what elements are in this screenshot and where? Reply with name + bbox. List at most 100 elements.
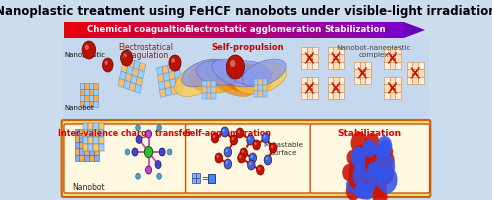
Polygon shape: [80, 95, 84, 101]
Bar: [95, 22, 98, 38]
Polygon shape: [89, 83, 93, 89]
Ellipse shape: [219, 62, 272, 94]
Bar: [112, 22, 115, 38]
Circle shape: [230, 135, 238, 145]
Circle shape: [351, 132, 368, 154]
Polygon shape: [171, 86, 177, 95]
Polygon shape: [312, 92, 318, 99]
Bar: [143, 22, 147, 38]
Text: Self-agglomeration: Self-agglomeration: [184, 129, 272, 138]
Circle shape: [361, 152, 380, 176]
Polygon shape: [93, 101, 98, 107]
Polygon shape: [202, 87, 207, 93]
Circle shape: [353, 166, 367, 185]
Bar: [285, 22, 288, 38]
Circle shape: [146, 166, 152, 174]
Circle shape: [224, 147, 232, 157]
Polygon shape: [136, 77, 143, 86]
Polygon shape: [360, 77, 365, 84]
Circle shape: [239, 155, 242, 158]
Bar: [208, 174, 215, 183]
Bar: [237, 22, 240, 38]
Polygon shape: [407, 77, 412, 84]
Polygon shape: [89, 155, 94, 161]
Circle shape: [384, 153, 395, 167]
Bar: [211, 22, 215, 38]
Bar: [186, 22, 189, 38]
Circle shape: [253, 140, 260, 150]
Bar: [367, 22, 370, 38]
Polygon shape: [211, 81, 216, 87]
Circle shape: [353, 146, 365, 161]
Polygon shape: [365, 77, 370, 84]
Bar: [118, 22, 121, 38]
Bar: [293, 22, 297, 38]
Polygon shape: [338, 62, 344, 69]
Bar: [390, 22, 393, 38]
Polygon shape: [121, 64, 128, 73]
Polygon shape: [99, 137, 104, 144]
Circle shape: [359, 179, 375, 200]
Bar: [378, 22, 382, 38]
Polygon shape: [258, 79, 263, 85]
Bar: [72, 22, 76, 38]
Bar: [373, 22, 376, 38]
Bar: [341, 22, 345, 38]
Bar: [220, 22, 223, 38]
Bar: [322, 22, 325, 38]
Polygon shape: [390, 92, 396, 99]
Circle shape: [351, 147, 366, 167]
Bar: [84, 22, 87, 38]
Bar: [248, 22, 251, 38]
Bar: [214, 22, 217, 38]
Circle shape: [356, 179, 372, 199]
Text: ✕: ✕: [306, 83, 313, 93]
Bar: [347, 22, 350, 38]
Bar: [353, 22, 356, 38]
Polygon shape: [89, 148, 94, 155]
Circle shape: [377, 162, 394, 185]
Circle shape: [171, 58, 175, 63]
Polygon shape: [93, 144, 99, 151]
Bar: [256, 22, 260, 38]
Bar: [279, 22, 282, 38]
Circle shape: [132, 148, 138, 156]
Circle shape: [264, 155, 272, 165]
Circle shape: [352, 148, 366, 166]
Circle shape: [383, 145, 393, 159]
Ellipse shape: [175, 60, 225, 96]
Bar: [172, 22, 175, 38]
Circle shape: [157, 125, 161, 131]
Circle shape: [360, 166, 375, 187]
Circle shape: [105, 61, 108, 65]
Polygon shape: [120, 71, 126, 80]
Polygon shape: [123, 80, 130, 89]
Text: ✕: ✕: [358, 68, 367, 78]
Polygon shape: [328, 77, 333, 84]
Polygon shape: [163, 73, 170, 81]
Circle shape: [360, 169, 373, 187]
Text: Metastable: Metastable: [263, 142, 303, 148]
Text: ✕: ✕: [306, 53, 313, 63]
Polygon shape: [207, 87, 211, 93]
Polygon shape: [301, 47, 307, 54]
Text: Surface: Surface: [269, 150, 297, 156]
Bar: [338, 22, 342, 38]
Bar: [149, 22, 152, 38]
Polygon shape: [156, 67, 163, 75]
Polygon shape: [133, 61, 140, 70]
Polygon shape: [384, 62, 390, 69]
Circle shape: [349, 156, 365, 177]
Bar: [132, 22, 135, 38]
Circle shape: [354, 183, 367, 198]
Polygon shape: [93, 123, 99, 130]
Polygon shape: [84, 101, 89, 107]
Polygon shape: [170, 79, 176, 87]
Polygon shape: [84, 155, 89, 161]
Polygon shape: [196, 173, 200, 178]
Bar: [180, 22, 184, 38]
Polygon shape: [253, 85, 258, 91]
Circle shape: [82, 41, 95, 59]
Circle shape: [365, 166, 379, 185]
Ellipse shape: [188, 63, 242, 93]
